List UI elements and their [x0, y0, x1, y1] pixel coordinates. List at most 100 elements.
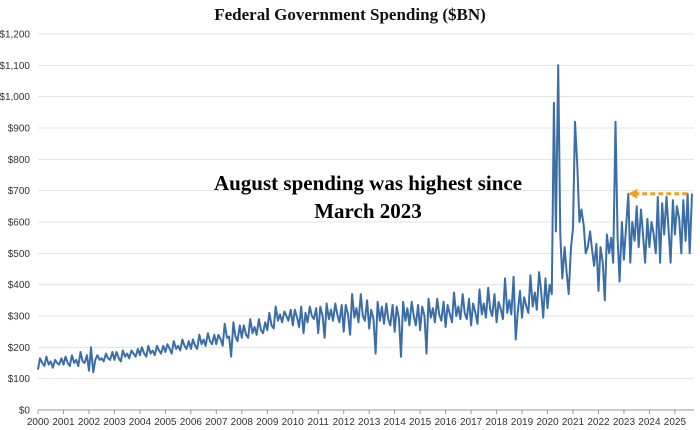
data-point: [154, 354, 156, 356]
data-point: [583, 224, 585, 226]
data-point: [430, 317, 432, 319]
data-point: [271, 324, 273, 326]
data-point: [128, 357, 130, 359]
y-tick-label: $200: [8, 343, 31, 354]
data-point: [476, 323, 479, 325]
data-point: [101, 357, 103, 359]
data-point: [544, 277, 547, 279]
data-point: [351, 293, 353, 295]
reference-arrow: [628, 188, 690, 199]
data-point: [680, 252, 682, 254]
y-axis: $0 $100 $200 $300 $400 $500 $600 $700 $800 $900 $1…: [0, 30, 30, 417]
data-point: [171, 353, 173, 355]
data-point: [561, 277, 563, 279]
data-point: [678, 218, 680, 220]
data-point: [58, 364, 60, 366]
data-point: [247, 337, 249, 339]
y-tick-label: $600: [8, 218, 31, 229]
data-point: [162, 345, 164, 347]
data-point: [453, 291, 455, 294]
x-tick-label: 2022: [587, 417, 610, 428]
data-point: [549, 284, 551, 286]
data-point: [525, 306, 528, 308]
data-point: [625, 227, 627, 229]
data-point: [309, 306, 311, 308]
data-point: [179, 349, 181, 352]
data-point: [650, 221, 653, 223]
data-point: [120, 360, 122, 362]
x-tick-label: 2020: [536, 417, 559, 428]
y-tick-label: $800: [8, 155, 31, 166]
data-point: [292, 324, 294, 326]
data-point: [364, 320, 366, 322]
data-point: [389, 324, 391, 326]
data-point: [570, 246, 572, 248]
data-point: [326, 302, 328, 305]
data-point: [415, 324, 417, 326]
reference-arrow-head: [628, 188, 638, 199]
data-point: [676, 205, 678, 207]
data-point: [578, 221, 581, 223]
y-tick-label: $500: [8, 249, 31, 260]
data-point: [585, 252, 587, 254]
data-point: [542, 317, 544, 319]
data-point: [640, 208, 642, 211]
data-point: [608, 252, 610, 254]
data-point: [69, 365, 71, 367]
x-tick-label: 2024: [638, 417, 661, 428]
x-tick-label: 2012: [333, 417, 356, 428]
data-point: [417, 304, 419, 306]
data-point: [502, 318, 504, 320]
data-point: [192, 338, 194, 341]
data-point: [103, 360, 105, 362]
data-point: [657, 196, 659, 198]
x-tick-label: 2009: [256, 417, 279, 428]
data-point: [368, 327, 370, 330]
data-point: [164, 351, 166, 353]
y-tick-label: $100: [8, 374, 31, 385]
data-point: [88, 370, 90, 372]
data-point: [145, 356, 147, 358]
data-point: [400, 356, 402, 358]
data-point: [203, 338, 205, 341]
data-point: [443, 301, 445, 303]
data-point: [404, 320, 406, 322]
data-point: [353, 317, 355, 319]
data-point: [383, 323, 385, 325]
data-point: [402, 301, 404, 303]
data-point: [523, 296, 525, 298]
x-tick-label: 2001: [52, 417, 75, 428]
data-point: [519, 290, 521, 292]
data-point: [347, 313, 349, 315]
data-point: [580, 208, 583, 211]
data-point: [508, 299, 510, 301]
data-point: [546, 307, 549, 309]
data-point: [190, 348, 192, 350]
data-point: [111, 351, 113, 353]
x-tick-label: 2015: [409, 417, 432, 428]
data-point: [75, 359, 77, 361]
data-point: [646, 218, 649, 220]
data-point: [298, 326, 300, 328]
data-point: [406, 307, 408, 309]
data-point: [593, 265, 595, 267]
data-point: [392, 304, 394, 306]
data-point: [141, 346, 143, 348]
y-tick-label: $0: [19, 406, 31, 417]
data-point: [262, 332, 264, 334]
x-tick-label: 2023: [613, 417, 636, 428]
y-tick-label: $1,000: [0, 92, 30, 103]
data-point: [285, 315, 287, 317]
data-point: [597, 290, 600, 292]
y-tick-label: $300: [8, 312, 31, 323]
data-point: [287, 320, 289, 322]
data-point: [529, 274, 532, 276]
data-point: [256, 334, 258, 336]
data-point: [478, 288, 481, 290]
data-point: [175, 348, 177, 350]
data-point: [462, 293, 464, 295]
x-tick-label: 2000: [27, 417, 50, 428]
data-point: [489, 309, 491, 311]
data-point: [52, 367, 54, 369]
